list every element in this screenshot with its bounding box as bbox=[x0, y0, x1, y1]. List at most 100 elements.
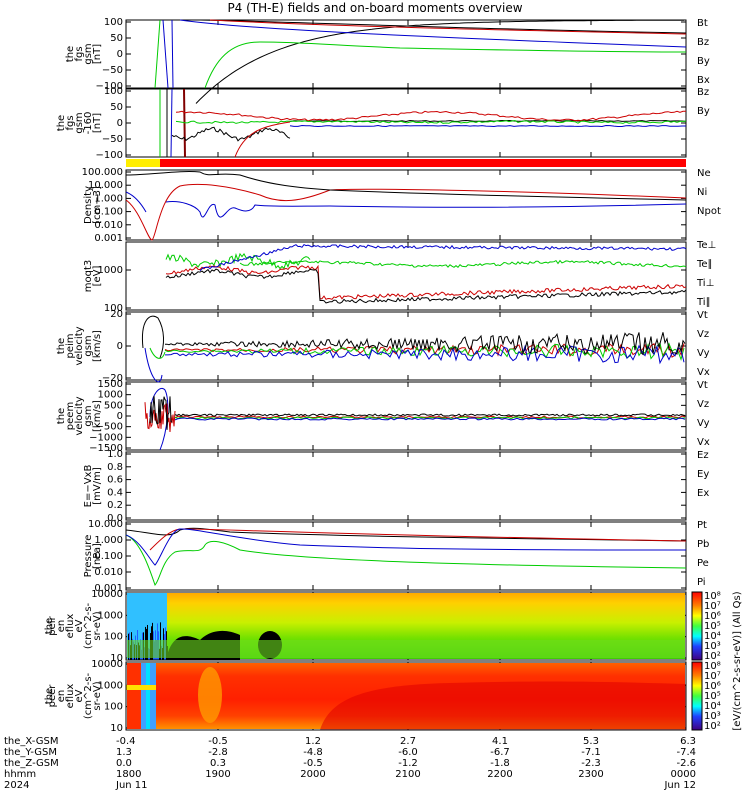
y-axis-label: fgs bbox=[65, 115, 76, 130]
bz-trace bbox=[175, 110, 687, 122]
y-tick-label: 0.001 bbox=[94, 233, 123, 244]
x-tick-value: -7.4 bbox=[676, 747, 696, 758]
x-row-label: the_X-GSM bbox=[4, 736, 58, 747]
bz-rise bbox=[234, 121, 291, 158]
spectro-cold-core bbox=[146, 663, 150, 729]
npot-trace bbox=[125, 191, 687, 218]
panel-frame bbox=[125, 381, 687, 451]
panel-8: 1.0 0.8 0.60.4 0.2 0.0 E=−VxB[mV/m] Ez Ey Ex bbox=[83, 449, 709, 524]
y-tick-label: −50 bbox=[102, 134, 123, 145]
y-tick-label: 0.100 bbox=[94, 207, 123, 218]
legend-vz: Vz bbox=[697, 399, 709, 410]
chart-title: P4 (TH-E) fields and on-board moments ov… bbox=[227, 1, 523, 15]
y-axis-label: eflux bbox=[65, 614, 76, 639]
x-row-label: 2024 bbox=[4, 780, 29, 791]
x-row-label: the_Z-GSM bbox=[4, 758, 59, 769]
by-trace bbox=[175, 119, 687, 124]
y-axis-label: -160 bbox=[83, 112, 94, 135]
ti-par-trace bbox=[239, 259, 687, 269]
y-tick-label: 50 bbox=[110, 33, 123, 44]
y-tick-label: 1.0 bbox=[107, 449, 123, 460]
bx-spike bbox=[170, 88, 173, 158]
y-tick-label: 1500 bbox=[98, 379, 123, 390]
y-axis-label: velocity bbox=[74, 396, 85, 435]
legend-vt: Vt bbox=[697, 310, 708, 321]
y-axis-label: [eV] bbox=[92, 266, 103, 287]
colorbar-tick: 10² bbox=[704, 721, 721, 732]
y-tick-label: 10000 bbox=[91, 589, 123, 600]
legend-by: By bbox=[697, 106, 710, 117]
bt-trace bbox=[195, 19, 684, 104]
bt-trace-late bbox=[289, 119, 687, 123]
panel-frame bbox=[125, 451, 687, 521]
legend-ti⊥: Ti⊥ bbox=[696, 278, 714, 289]
colorbar-tick: 10³ bbox=[704, 711, 721, 722]
y-tick-label: 0.0 bbox=[107, 513, 123, 524]
x-tick-value: 0000 bbox=[671, 769, 696, 780]
by-spike bbox=[162, 19, 169, 89]
pi-trace bbox=[125, 528, 687, 566]
te-par-black-trace bbox=[165, 268, 687, 304]
y-axis-label: sr-eV) bbox=[92, 611, 103, 640]
mode-flag-bar bbox=[126, 159, 686, 167]
y-tick-label: 0.010 bbox=[94, 220, 123, 231]
x-tick-value: 4.1 bbox=[492, 736, 508, 747]
x-row-label: hhmm bbox=[4, 769, 36, 780]
y-axis-label: eV bbox=[74, 619, 85, 632]
y-tick-label: 0.6 bbox=[107, 475, 123, 486]
y-axis-label: the bbox=[56, 115, 67, 131]
bz-spike bbox=[171, 19, 174, 89]
x-tick-value: -1.8 bbox=[490, 758, 510, 769]
y-tick-label: 1000 bbox=[98, 610, 123, 621]
vt-loop bbox=[141, 315, 164, 359]
y-tick-label: 1000 bbox=[98, 265, 123, 276]
x-tick-value: -2.3 bbox=[581, 758, 601, 769]
y-axis-label: en bbox=[56, 620, 67, 633]
y-tick-label: −500 bbox=[96, 422, 123, 433]
legend-vt: Vt bbox=[697, 380, 708, 391]
bt-trace bbox=[171, 126, 291, 142]
x-tick-value: 6.3 bbox=[680, 736, 696, 747]
colorbar-fill bbox=[691, 591, 703, 661]
y-axis-label: the bbox=[44, 618, 55, 634]
y-tick-label: 10 bbox=[110, 723, 123, 734]
x-tick-value: -2.6 bbox=[676, 758, 696, 769]
colorbar-tick: 10⁴ bbox=[704, 701, 721, 712]
y-tick-label: 10000 bbox=[91, 659, 123, 670]
y-axis-label: velocity bbox=[74, 326, 85, 365]
pb-trace bbox=[149, 528, 687, 551]
x-tick-value: -0.4 bbox=[116, 736, 136, 747]
y-tick-label: 0 bbox=[117, 411, 123, 422]
spectro-flag bbox=[126, 685, 156, 690]
y-tick-label: 0.8 bbox=[107, 462, 123, 473]
y-tick-label: −20 bbox=[102, 373, 123, 384]
legend-bt: Bt bbox=[697, 18, 708, 29]
y-tick-label: −1000 bbox=[89, 432, 123, 443]
bx-line bbox=[179, 19, 687, 48]
colorbar-tick: 10⁷ bbox=[704, 601, 721, 612]
y-tick-label: 0.010 bbox=[94, 567, 123, 578]
colorbar-tick: 10⁸ bbox=[704, 591, 721, 602]
y-axis-label: peim bbox=[65, 333, 76, 358]
x-tick-value: -6.7 bbox=[490, 747, 510, 758]
y-tick-label: −50 bbox=[102, 65, 123, 76]
legend-bx: Bx bbox=[697, 75, 710, 86]
x-tick-value: -1.2 bbox=[398, 758, 418, 769]
fgs-traces bbox=[154, 19, 687, 104]
x-tick-value: 2200 bbox=[487, 769, 512, 780]
colorbar-tick: 10² bbox=[704, 651, 721, 662]
y-axis-label: sr-eV) bbox=[92, 681, 103, 710]
vy-loop bbox=[149, 347, 166, 359]
legend-te∥: Te∥ bbox=[696, 259, 713, 270]
vt-trace bbox=[165, 332, 686, 356]
y-tick-label: 100 bbox=[104, 632, 123, 643]
legend-ey: Ey bbox=[697, 469, 709, 480]
legend-npot: Npot bbox=[697, 206, 721, 217]
y-axis-label: gsm bbox=[83, 43, 94, 64]
legend-vz: Vz bbox=[697, 329, 709, 340]
y-axis-label: fgs bbox=[74, 46, 85, 61]
